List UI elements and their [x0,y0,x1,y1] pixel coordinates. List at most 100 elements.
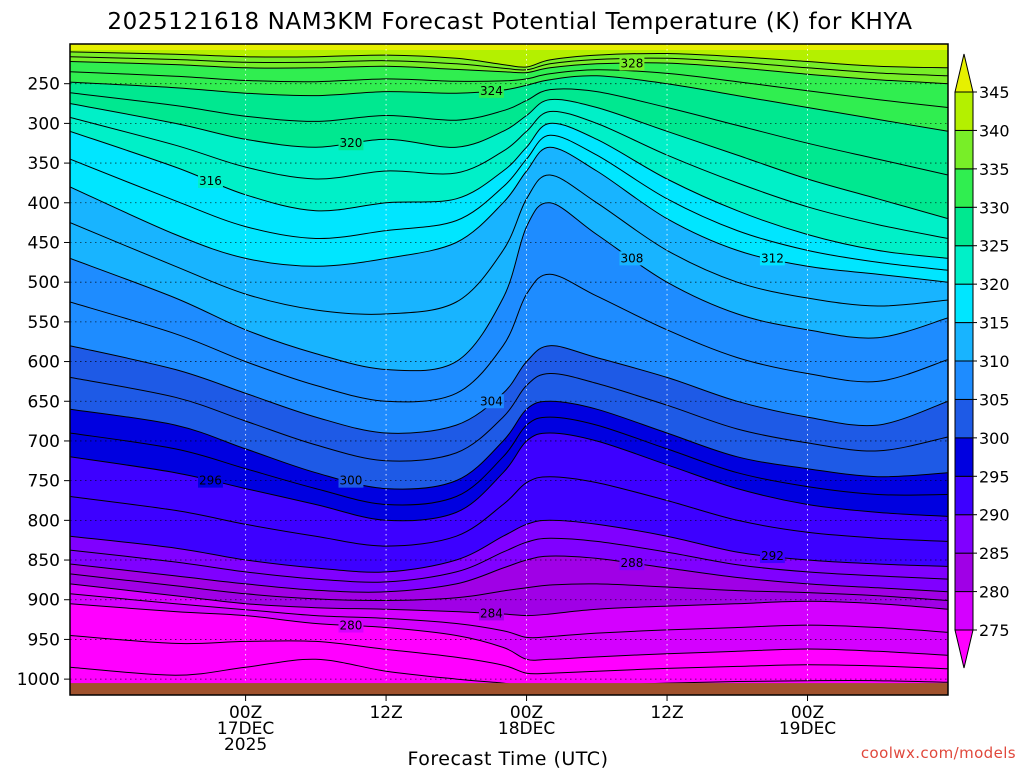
x-tick-label: 18DEC [498,719,555,739]
contour-line-278K [70,635,948,675]
colorbar-box [954,475,974,516]
contour-label-background [759,251,785,266]
colorbar-label: 345 [979,83,1010,102]
colorbar-label: 340 [979,121,1010,140]
y-tick-label: 450 [28,233,60,253]
contour-line-316K [70,122,948,259]
contour-label: 312 [761,251,784,265]
y-tick-label: 250 [28,75,60,95]
y-tick-label: 650 [28,392,60,412]
plot-frame [69,43,949,696]
contour-label: 300 [340,474,363,488]
colorbar-label: 295 [979,467,1010,486]
x-tick-label: 12Z [650,703,683,723]
filled-contours [70,44,948,695]
contour-line-306K [70,273,948,403]
colorbar-box [954,283,974,324]
contour-line-318K [70,110,948,239]
y-tick-label: 700 [28,432,60,452]
contour-line-320K [70,98,948,220]
contour-line-308K [70,202,948,372]
contour-label-background [338,618,364,633]
y-tick-label: 550 [28,313,60,333]
contour-label-background [338,473,364,488]
contour-label: 324 [480,84,503,98]
y-tick-label: 300 [28,114,60,134]
x-tick-label: 00Z [791,703,824,723]
y-tick-label: 950 [28,630,60,650]
colorbar-box [954,360,974,400]
y-tick-label: 900 [28,591,60,611]
colorbar-box [954,91,974,131]
contour-label: 328 [620,56,643,70]
x-tick-label: 19DEC [779,719,836,739]
y-tick-label: 400 [28,194,60,214]
credit-text: coolwx.com/models [861,744,1016,762]
x-tick-label: 12Z [369,703,402,723]
band-top [70,44,948,50]
chart-title: 2025121618 NAM3KM Forecast Potential Tem… [107,9,912,35]
contour-line-282K [70,593,948,639]
colorbar-label: 275 [979,621,1010,640]
contour-label: 316 [199,174,222,188]
colorbar-top-arrow [954,53,974,93]
y-tick-label: 1000 [17,670,60,690]
colorbar-box [954,168,974,208]
colorbar-label: 290 [979,506,1010,525]
colorbar-label: 325 [979,237,1010,256]
contour-label-background [619,56,645,71]
contour-label: 288 [620,556,643,570]
colorbar-box [954,514,974,554]
contour-line-294K [70,476,948,547]
contour-labels: 280 284 288 292 296 300 304 308 312 316 320 324 328 [198,56,785,633]
contour-label: 304 [480,394,503,408]
colorbar-label: 310 [979,352,1010,371]
colorbar-box [954,437,974,477]
colorbar: 275 280 285 290 295 300 305 310 315 320 325 330 335 3… [954,53,1010,669]
contour-label: 292 [761,549,784,563]
contour-line-286K [70,573,948,602]
contour-label-background [478,83,504,98]
colorbar-box [954,206,974,247]
x-axis-label: Forecast Time (UTC) [408,748,609,768]
x-tick-label: 00Z [510,703,543,723]
y-tick-label: 800 [28,511,60,531]
contour-line-290K [70,537,948,583]
x-tick-label: 2025 [224,735,267,755]
contour-line-332K [70,51,948,69]
x-tick-label: 00Z [229,703,262,723]
contour-line-304K [70,345,948,434]
contour-line-328K [70,61,948,85]
colorbar-box [954,552,974,593]
colorbar-box [954,245,974,285]
colorbar-label: 285 [979,544,1010,563]
colorbar-label: 280 [979,583,1010,602]
ground-terrain [70,683,948,695]
contour-line-326K [70,69,948,108]
contour-label: 308 [620,251,643,265]
colorbar-box [954,322,974,362]
contour-label-background [338,136,364,151]
contour-line-296K [70,432,948,522]
contour-label-background [619,251,645,266]
y-tick-label: 500 [28,273,60,293]
y-tick-label: 600 [28,353,60,373]
colorbar-label: 300 [979,429,1010,448]
contour-line-312K [70,146,948,283]
contour-label: 280 [340,619,363,633]
contour-label: 284 [480,606,503,620]
colorbar-box [954,591,974,631]
colorbar-box [954,398,974,439]
contour-line-284K [70,583,948,617]
y-tick-label: 350 [28,154,60,174]
contour-label-background [619,556,645,571]
x-tick-label: 17DEC [217,719,274,739]
colorbar-label: 320 [979,275,1010,294]
y-axis: 250 300 350 400 450 500 550 600 650 700 750 800 850 9… [17,75,70,690]
contour-label-background [478,394,504,409]
colorbar-box [954,129,974,170]
contour-label-background [478,606,504,621]
y-tick-label: 850 [28,551,60,571]
